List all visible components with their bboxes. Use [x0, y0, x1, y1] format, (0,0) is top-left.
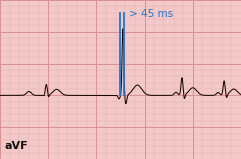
- Text: > 45 ms: > 45 ms: [129, 9, 174, 19]
- Text: aVF: aVF: [5, 141, 28, 151]
